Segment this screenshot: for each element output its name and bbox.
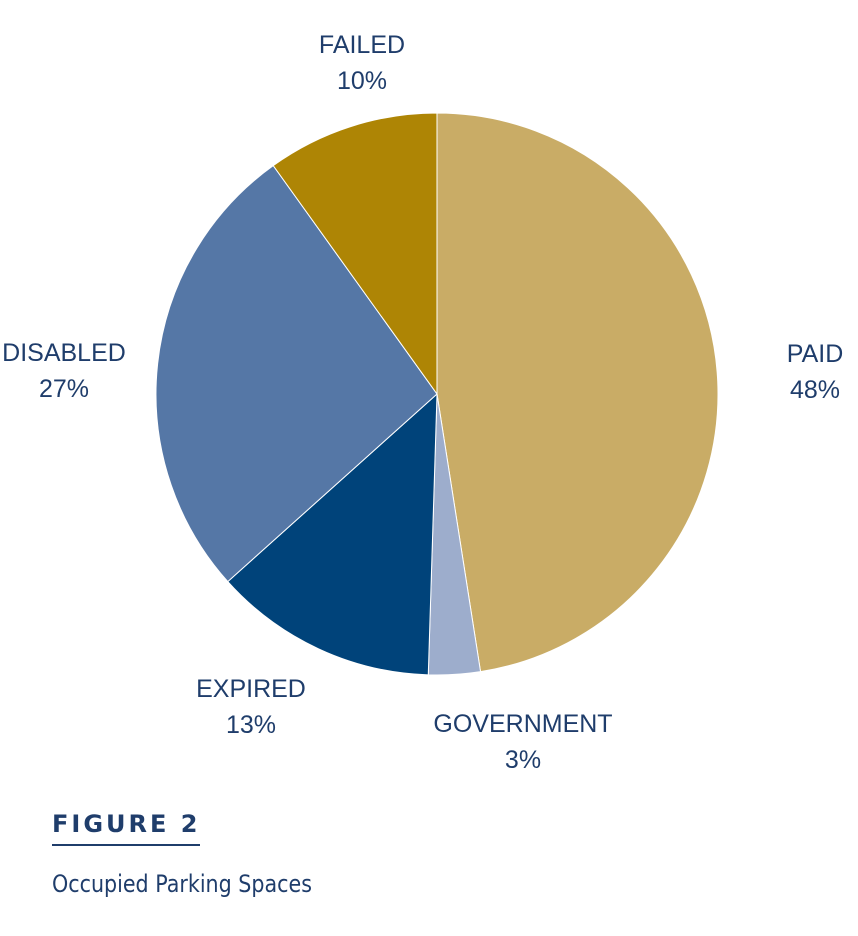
pie-slice-failed — [272, 112, 438, 396]
slice-value-disabled: 27% — [39, 375, 89, 403]
pie-slice-disabled — [155, 164, 438, 583]
slice-value-paid: 48% — [790, 376, 840, 404]
pie-slice-paid — [436, 112, 719, 673]
pie-chart: PAID 48% GOVERNMENT 3% EXPIRED 13% DISABLED 27%… — [2, 31, 844, 774]
figure-caption: Occupied Parking Spaces — [52, 870, 312, 898]
slice-value-failed: 10% — [337, 67, 387, 95]
slice-value-government: 3% — [505, 746, 541, 774]
slice-value-expired: 13% — [226, 711, 276, 739]
slice-label-paid: PAID — [787, 340, 844, 368]
slice-label-government: GOVERNMENT — [433, 710, 612, 738]
figure-number: FIGURE 2 — [52, 810, 201, 846]
slice-label-failed: FAILED — [319, 31, 405, 59]
slice-label-disabled: DISABLED — [2, 339, 126, 367]
slice-label-expired: EXPIRED — [196, 675, 306, 703]
pie-slice-expired — [227, 392, 438, 676]
